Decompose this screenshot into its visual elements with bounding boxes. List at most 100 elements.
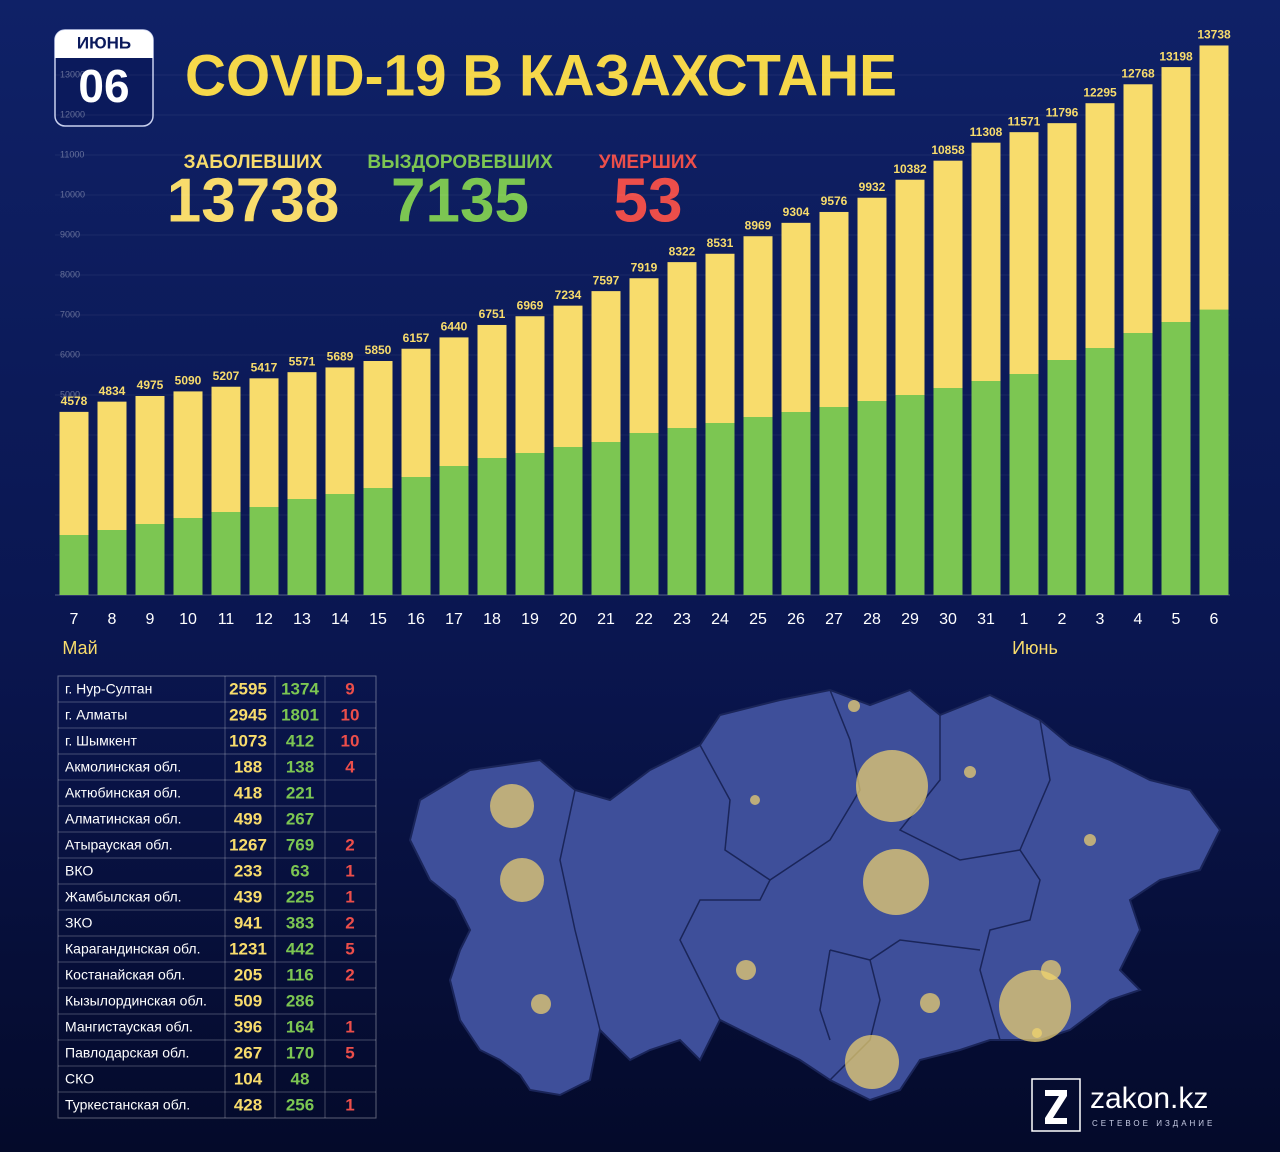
bar — [135, 524, 165, 595]
value-label: 12295 — [1083, 85, 1117, 99]
region-name: ЗКО — [65, 915, 92, 931]
region-value: 48 — [291, 1069, 310, 1088]
region-name: Костанайская обл. — [65, 967, 185, 983]
value-label: 9576 — [821, 194, 848, 208]
y-tick-label: 11000 — [60, 149, 84, 159]
value-label: 7597 — [593, 273, 620, 287]
badge-header — [55, 30, 153, 58]
x-tick-label: 16 — [407, 611, 425, 628]
region-value: 205 — [234, 965, 262, 984]
region-value: 439 — [234, 887, 262, 906]
x-tick-label: 18 — [483, 611, 501, 628]
x-tick-label: 15 — [369, 611, 387, 628]
region-name: Атырауская обл. — [65, 837, 173, 853]
region-value: 1231 — [229, 939, 267, 958]
bar — [705, 423, 735, 595]
map — [408, 688, 1222, 1102]
y-tick-label: 6000 — [60, 349, 80, 359]
x-tick-label: 20 — [559, 611, 577, 628]
x-tick-label: 10 — [179, 611, 197, 628]
bar — [249, 507, 279, 595]
region-value: 412 — [286, 731, 314, 750]
region-value: 1801 — [281, 705, 319, 724]
x-tick-label: 29 — [901, 611, 919, 628]
table-frame — [57, 675, 377, 1119]
region-value: 267 — [234, 1043, 262, 1062]
region-value: 2 — [345, 913, 354, 932]
region-borders — [559, 689, 1051, 1081]
bar — [515, 453, 545, 595]
month-label: Июнь — [1012, 638, 1058, 658]
region-value: 9 — [345, 679, 354, 698]
y-tick-label: 5000 — [60, 389, 80, 399]
summary-label: ВЫЗДОРОВЕВШИХ — [367, 152, 553, 173]
region-name: Туркестанская обл. — [65, 1097, 190, 1113]
value-label: 4975 — [137, 378, 164, 392]
x-tick-label: 4 — [1134, 611, 1143, 628]
region-value: 10 — [341, 731, 360, 750]
region-value: 221 — [286, 783, 314, 802]
bar — [1085, 348, 1115, 595]
y-tick-label: 12000 — [60, 109, 85, 119]
region-value: 63 — [291, 861, 310, 880]
region-name: ВКО — [65, 863, 93, 879]
y-tick-label: 8000 — [60, 269, 80, 279]
value-label: 9932 — [859, 180, 886, 194]
x-tick-label: 27 — [825, 611, 843, 628]
region-value: 383 — [286, 913, 314, 932]
value-label: 5850 — [365, 343, 392, 357]
value-label: 4834 — [99, 384, 126, 398]
value-label: 9304 — [783, 205, 810, 219]
x-tick-label: 7 — [70, 611, 79, 628]
region-value: 170 — [286, 1043, 314, 1062]
value-label: 4578 — [61, 394, 88, 408]
value-label: 8969 — [745, 218, 772, 232]
region-value: 104 — [234, 1069, 263, 1088]
region-name: Павлодарская обл. — [65, 1045, 189, 1061]
bar — [629, 433, 659, 595]
badge-month: ИЮНЬ — [77, 33, 131, 52]
region-value: 286 — [286, 991, 314, 1010]
region-value: 396 — [234, 1017, 262, 1036]
x-tick-label: 12 — [255, 611, 273, 628]
bar — [591, 442, 621, 595]
logo-icon — [1045, 1090, 1067, 1124]
value-label: 10382 — [893, 162, 927, 176]
region-value: 499 — [234, 809, 262, 828]
region-value: 225 — [286, 887, 314, 906]
y-tick-label: 7000 — [60, 309, 80, 319]
region-value: 2 — [345, 965, 354, 984]
x-tick-label: 25 — [749, 611, 767, 628]
region-name: Жамбылская обл. — [65, 889, 182, 905]
region-value: 1 — [345, 1017, 354, 1036]
x-tick-label: 28 — [863, 611, 881, 628]
month-label: Май — [62, 638, 97, 658]
bar — [439, 466, 469, 595]
region-value: 164 — [286, 1017, 315, 1036]
logo-name: zakon.kz — [1090, 1082, 1208, 1115]
x-tick-label: 17 — [445, 611, 463, 628]
region-value: 2945 — [229, 705, 267, 724]
region-value: 2 — [345, 835, 354, 854]
x-tick-label: 30 — [939, 611, 957, 628]
region-name: Акмолинская обл. — [65, 759, 181, 775]
x-tick-label: 22 — [635, 611, 653, 628]
region-value: 233 — [234, 861, 262, 880]
bar — [477, 458, 507, 595]
value-label: 7919 — [631, 260, 658, 274]
region-value: 1 — [345, 861, 354, 880]
value-label: 11796 — [1046, 105, 1079, 119]
summary-label: ЗАБОЛЕВШИХ — [184, 152, 323, 173]
x-tick-label: 1 — [1020, 611, 1029, 628]
x-tick-label: 21 — [597, 611, 615, 628]
x-tick-label: 11 — [218, 611, 235, 628]
region-value: 418 — [234, 783, 262, 802]
y-tick-label: 10000 — [60, 189, 85, 199]
region-name: Алматинская обл. — [65, 811, 182, 827]
badge-day: 06 — [78, 60, 129, 112]
bar — [971, 381, 1001, 595]
bar — [97, 530, 127, 595]
summary-label: УМЕРШИХ — [599, 152, 698, 173]
value-label: 5090 — [175, 374, 202, 388]
